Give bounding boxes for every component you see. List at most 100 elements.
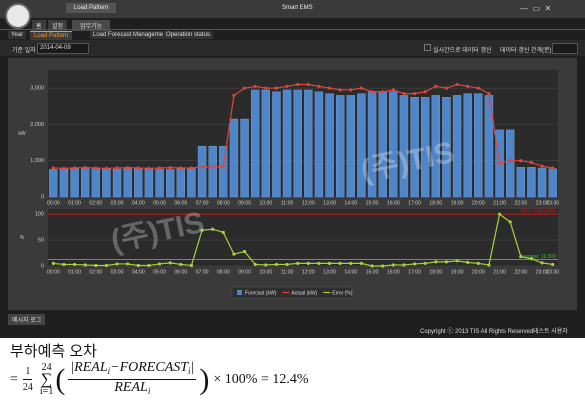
x-tick-label: 21:00 <box>493 269 506 275</box>
bar <box>399 95 409 198</box>
x-tick-label: 16:00 <box>387 269 400 275</box>
bar <box>134 168 143 198</box>
x-tick-label: 04:00 <box>132 269 145 275</box>
x-tick-label: 02:00 <box>89 269 102 275</box>
point <box>327 261 332 266</box>
window-title: Smart EMS <box>282 5 313 11</box>
bar <box>325 93 334 198</box>
point <box>487 263 491 267</box>
checkbox[interactable] <box>424 44 431 51</box>
realtime-label: 실시간으로 데이터 갱신 <box>433 48 492 54</box>
x-tick-label: 14:00 <box>344 200 357 206</box>
point <box>115 166 119 170</box>
x-tick-label: 03:00 <box>111 200 124 206</box>
x-tick-label: 22:00 <box>514 200 527 206</box>
x-tick-label: 09:00 <box>238 269 251 275</box>
x-tick-label: 12:00 <box>302 200 315 206</box>
coef-fraction: 1 24 <box>21 364 35 395</box>
x-tick-label: 15:00 <box>366 200 379 206</box>
bar <box>187 168 196 198</box>
numerator: |REALi−FORECASTi| <box>68 360 197 380</box>
bar <box>91 168 101 198</box>
point <box>317 84 321 88</box>
point <box>296 82 300 87</box>
x-tick-label: 17:00 <box>408 269 421 275</box>
num-part: i <box>188 366 191 376</box>
title-bar <box>0 0 585 18</box>
point <box>444 86 449 90</box>
point <box>359 86 364 90</box>
bar <box>208 146 217 198</box>
x-tick-label: 09:00 <box>238 200 251 206</box>
num-part: |REAL <box>70 360 108 375</box>
point <box>317 261 321 266</box>
point <box>94 166 98 170</box>
x-tick-label: 02:00 <box>89 200 102 206</box>
bar <box>49 169 58 198</box>
date-input[interactable]: 2014-04-09 <box>37 43 89 54</box>
point <box>306 82 310 87</box>
point <box>529 160 534 165</box>
x-tick-label: 07:00 <box>196 269 209 275</box>
log-tab[interactable]: 메시지 로그 <box>8 314 46 325</box>
y-tick-label: 1,000 <box>30 158 44 164</box>
point <box>455 82 459 87</box>
bar <box>463 93 472 198</box>
x-tick-label: 18:00 <box>429 200 442 206</box>
x-tick-label: 21:00 <box>493 200 506 206</box>
ribbon-tab[interactable]: 홈 <box>32 20 46 31</box>
coef-den: 24 <box>22 382 33 393</box>
x-tick-label: 06:00 <box>174 200 187 206</box>
point <box>274 86 279 90</box>
x-tick-label: 20:00 <box>472 269 485 275</box>
ribbon-tab[interactable]: 설정 <box>48 20 68 31</box>
doc-tab[interactable]: Year <box>8 31 27 39</box>
point <box>200 165 204 169</box>
app-logo[interactable] <box>5 3 31 29</box>
sum-lower: i=1 <box>39 385 54 397</box>
point <box>147 166 151 170</box>
bar <box>70 168 79 198</box>
point <box>72 166 77 170</box>
plot-area <box>48 209 558 266</box>
doc-tab[interactable]: Load Pattern <box>30 31 73 40</box>
point <box>285 262 289 267</box>
x-tick-label: 17:00 <box>408 200 421 206</box>
point <box>540 164 544 168</box>
point <box>444 260 449 264</box>
ribbon-tab[interactable]: 업무기능 <box>72 20 111 31</box>
point <box>104 263 109 268</box>
window-tab[interactable]: Load Pattern <box>66 3 117 13</box>
x-tick-label: 16:00 <box>387 200 400 206</box>
y-tick-label: 100 <box>35 212 44 218</box>
point <box>359 261 364 266</box>
point <box>147 263 151 268</box>
point <box>200 228 204 232</box>
bar <box>123 168 132 198</box>
point <box>104 166 109 170</box>
point <box>157 262 162 266</box>
interval-input[interactable] <box>552 43 578 54</box>
x-tick-label: 23:30 <box>546 269 559 275</box>
point <box>62 166 66 170</box>
doc-tab[interactable]: Load Forecast Management <box>90 31 172 39</box>
point <box>519 159 523 163</box>
point <box>370 264 374 268</box>
y-tick-label: 2,000 <box>30 122 44 128</box>
x-tick-label: 05:00 <box>153 269 166 275</box>
point <box>179 166 183 170</box>
point <box>434 260 438 264</box>
window-buttons[interactable]: — ▭ ✕ <box>520 4 552 13</box>
bar <box>165 169 175 198</box>
doc-tab[interactable]: Operation status <box>163 31 214 39</box>
reference-label: Average: 12.393 <box>519 254 556 260</box>
point <box>551 166 555 170</box>
point <box>168 166 172 170</box>
bar <box>357 93 366 198</box>
point <box>423 261 427 266</box>
point <box>179 262 183 267</box>
point <box>126 262 130 266</box>
bar <box>548 168 557 198</box>
bar <box>272 91 281 198</box>
